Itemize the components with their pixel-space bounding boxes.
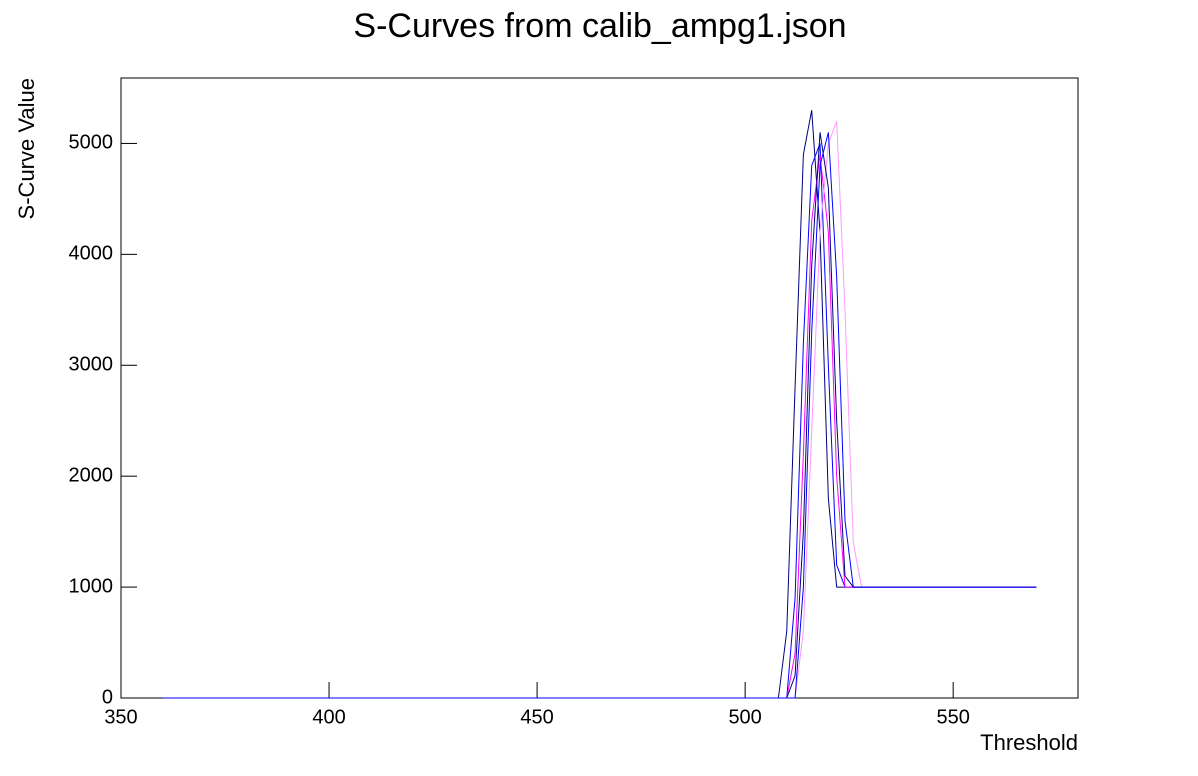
- x-tick-label: 400: [312, 706, 345, 728]
- chart-title: S-Curves from calib_ampg1.json: [353, 7, 846, 45]
- series-line: [162, 110, 1037, 699]
- y-tick-label: 3000: [69, 354, 114, 376]
- series-line: [162, 132, 1037, 699]
- y-axis-label: S-Curve Value: [14, 78, 39, 219]
- y-tick-label: 4000: [69, 243, 114, 265]
- y-tick-label: 2000: [69, 464, 114, 486]
- series-line: [162, 143, 1037, 699]
- x-tick-label: 450: [520, 706, 553, 728]
- series-line: [162, 154, 1037, 699]
- plot-frame: [120, 77, 1079, 699]
- y-tick-label: 5000: [69, 132, 114, 154]
- x-tick-label: 550: [936, 706, 969, 728]
- x-tick-label: 500: [728, 706, 761, 728]
- x-axis-label: Threshold: [980, 730, 1078, 755]
- series-line: [162, 132, 1037, 699]
- x-tick-label: 350: [104, 706, 137, 728]
- y-tick-label: 1000: [69, 575, 114, 597]
- y-tick-label: 0: [102, 686, 113, 708]
- series-line: [162, 121, 1037, 699]
